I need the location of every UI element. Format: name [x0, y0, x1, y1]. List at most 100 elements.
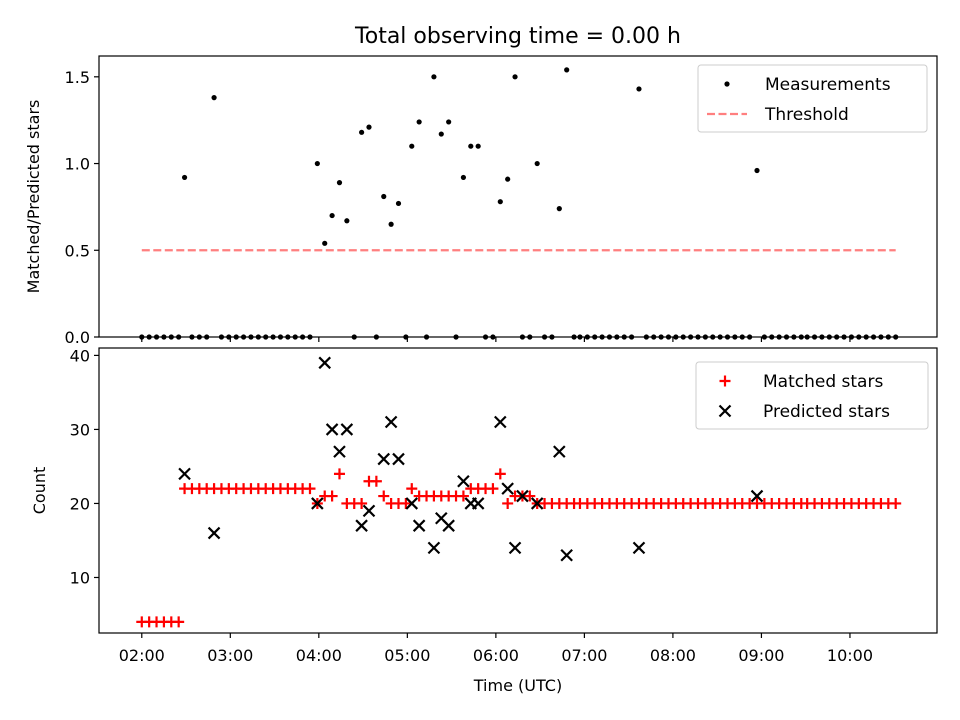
data-point	[406, 483, 418, 495]
data-point	[359, 129, 365, 135]
legend-swatch	[724, 81, 730, 87]
y-tick-label: 10	[70, 568, 90, 587]
data-point	[553, 445, 566, 458]
data-point	[564, 67, 570, 73]
x-tick-label: 07:00	[561, 646, 607, 665]
data-point	[362, 504, 376, 518]
legend-swatch	[718, 404, 732, 418]
legend: Matched stars Predicted stars	[695, 361, 929, 430]
y-tick-label: 0.5	[65, 241, 90, 260]
data-point	[329, 212, 335, 219]
y-axis-label: Count	[30, 467, 49, 515]
data-point	[181, 174, 188, 181]
legend-label: Measurements	[765, 75, 891, 95]
data-point	[457, 490, 469, 502]
data-point	[325, 423, 339, 436]
x-tick-label: 02:00	[119, 646, 165, 665]
data-point	[416, 119, 422, 125]
data-point	[366, 124, 372, 130]
data-point	[497, 199, 503, 205]
data-point	[322, 240, 328, 246]
data-point	[355, 519, 368, 532]
data-point	[501, 482, 514, 495]
data-point	[556, 206, 562, 212]
data-point	[516, 489, 529, 503]
data-point	[384, 415, 398, 429]
data-point	[344, 218, 350, 224]
data-point	[494, 468, 506, 480]
data-point	[512, 74, 518, 80]
y-tick-label: 0.0	[65, 328, 90, 347]
x-tick-label: 09:00	[738, 646, 784, 665]
data-point	[427, 541, 441, 555]
data-point	[392, 452, 405, 466]
data-point	[750, 489, 764, 503]
data-point	[356, 497, 368, 509]
data-point	[890, 497, 902, 509]
data-point	[336, 180, 343, 186]
x-tick-label: 03:00	[207, 646, 253, 665]
data-point	[754, 167, 760, 174]
data-point	[446, 119, 452, 125]
data-point	[405, 497, 419, 510]
data-point	[400, 497, 412, 509]
y-tick-label: 1.5	[65, 68, 90, 87]
data-point	[412, 519, 426, 532]
data-point	[530, 497, 544, 510]
x-tick-label: 04:00	[296, 646, 342, 665]
chart-title: Total observing time = 0.00 h	[354, 24, 681, 49]
y-tick-label: 1.0	[65, 155, 90, 174]
x-tick-label: 10:00	[827, 646, 873, 665]
series-matched-stars	[136, 468, 902, 628]
legend-box	[695, 361, 929, 430]
legend-swatch	[719, 375, 731, 387]
x-tick-label: 08:00	[650, 646, 696, 665]
top-panel: 0.0 0.5 1.0 1.5 Matched/Predicted stars Measu…	[24, 55, 938, 347]
data-point	[314, 160, 320, 167]
x-tick-label: 05:00	[384, 646, 430, 665]
data-point	[326, 490, 338, 502]
series-predicted-stars	[178, 356, 764, 562]
axes-frame	[98, 55, 938, 338]
legend-label: Threshold	[764, 105, 849, 125]
data-point	[304, 483, 316, 495]
data-point	[378, 490, 390, 502]
data-point	[636, 86, 642, 92]
legend-label: Matched stars	[763, 372, 883, 392]
legend-box	[697, 64, 928, 133]
y-tick-label: 20	[70, 494, 90, 513]
data-point	[207, 526, 221, 540]
y-tick-label: 40	[70, 346, 90, 365]
y-axis-label: Matched/Predicted stars	[24, 100, 43, 294]
data-point	[442, 519, 455, 532]
data-point	[460, 174, 467, 181]
data-point	[560, 548, 573, 562]
data-point	[388, 221, 394, 227]
data-point	[333, 445, 346, 458]
legend-label: Predicted stars	[763, 402, 890, 422]
data-point	[457, 474, 470, 488]
data-point	[340, 423, 354, 436]
data-point	[502, 497, 514, 509]
data-point	[632, 541, 646, 555]
y-tick-label: 30	[70, 420, 90, 439]
data-point	[370, 475, 382, 487]
data-point	[311, 497, 324, 510]
data-point	[381, 193, 387, 200]
data-point	[318, 356, 332, 370]
data-point	[377, 452, 391, 466]
bottom-panel: 10 20 30 40 Count 02:00 03:00 04:00 05:00 06:00 07…	[30, 346, 938, 695]
legend: Measurements Threshold	[697, 64, 928, 133]
data-point	[211, 95, 217, 101]
data-point	[534, 160, 540, 167]
data-point	[438, 131, 444, 137]
data-point	[468, 143, 474, 149]
data-point	[487, 483, 499, 495]
data-point	[333, 468, 345, 480]
data-point	[178, 467, 191, 481]
data-point	[524, 490, 536, 502]
axes-frame	[98, 347, 938, 634]
data-point	[173, 616, 185, 628]
data-point	[395, 200, 402, 207]
x-tick-label: 06:00	[473, 646, 519, 665]
